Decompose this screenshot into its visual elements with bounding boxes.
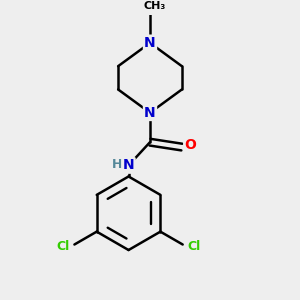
Text: N: N [144, 106, 156, 120]
Text: Cl: Cl [57, 241, 70, 254]
Text: Cl: Cl [187, 241, 200, 254]
Text: O: O [184, 138, 196, 152]
Text: CH₃: CH₃ [144, 1, 166, 11]
Text: N: N [123, 158, 134, 172]
Text: H: H [112, 158, 123, 171]
Text: N: N [144, 36, 156, 50]
